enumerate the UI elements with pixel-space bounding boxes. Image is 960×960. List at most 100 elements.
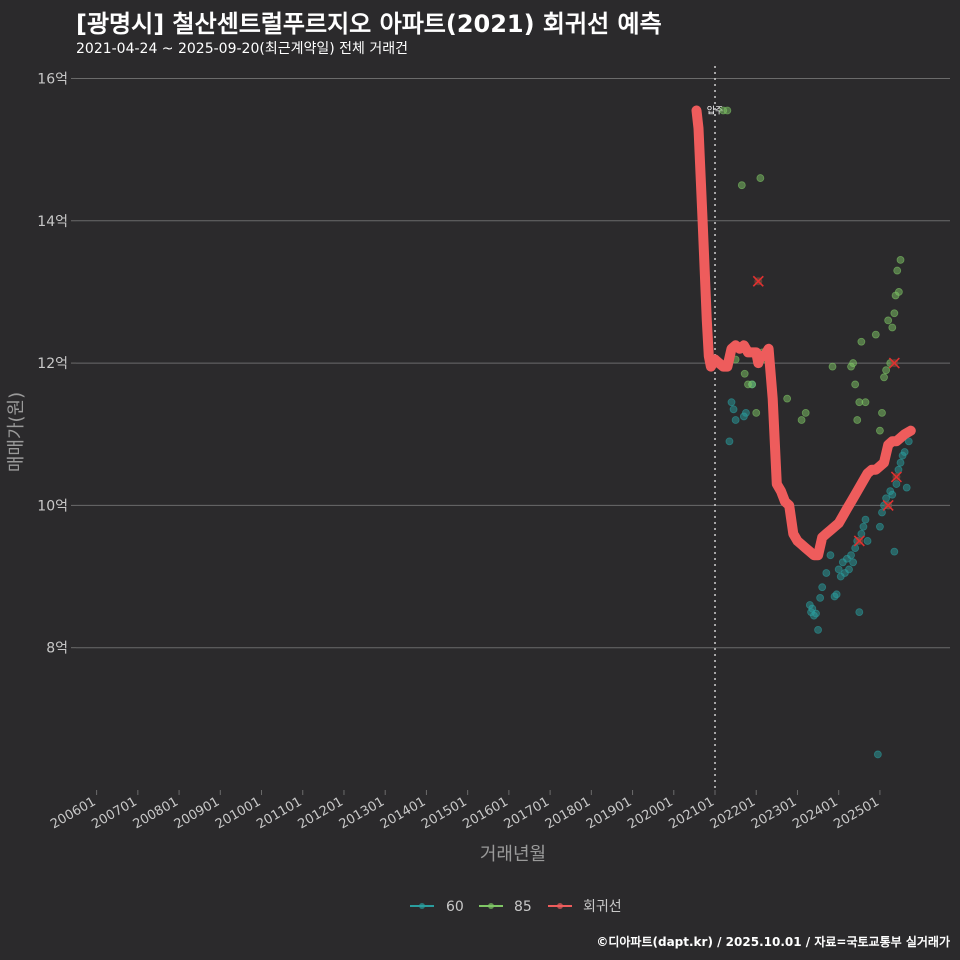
data-point bbox=[904, 437, 913, 446]
x-tick-label: 201701 bbox=[502, 794, 552, 832]
data-point bbox=[893, 266, 902, 275]
x-tick-label: 201501 bbox=[419, 794, 469, 832]
data-point bbox=[890, 547, 899, 556]
data-point bbox=[859, 522, 868, 531]
outlier-marker bbox=[890, 471, 902, 483]
x-tick-label: 201201 bbox=[295, 794, 345, 832]
data-point bbox=[890, 309, 899, 318]
data-point bbox=[748, 380, 757, 389]
y-tick-label: 8억 bbox=[46, 641, 68, 657]
x-tick-label: 200901 bbox=[172, 794, 222, 832]
x-axis-title: 거래년월 bbox=[480, 844, 546, 865]
data-point bbox=[894, 465, 903, 474]
data-point bbox=[845, 565, 853, 574]
data-point bbox=[849, 359, 858, 367]
chart-subtitle: 2021-04-24 ~ 2025-09-20(최근계약일) 전체 거래건 bbox=[76, 41, 408, 57]
x-tick-label: 200601 bbox=[48, 794, 98, 832]
data-point bbox=[888, 323, 897, 332]
data-point bbox=[729, 405, 738, 414]
data-point bbox=[896, 458, 905, 467]
outlier-cross bbox=[853, 535, 865, 547]
data-point bbox=[723, 106, 732, 115]
legend-key-dot bbox=[419, 903, 425, 909]
legend-item: 회귀선 bbox=[548, 899, 622, 915]
x-tick-label: 201301 bbox=[337, 794, 387, 832]
data-point bbox=[797, 416, 806, 424]
outlier-marker bbox=[882, 499, 894, 511]
regression-line bbox=[691, 105, 916, 561]
data-point bbox=[855, 608, 864, 617]
move-in-label: 입주 bbox=[707, 104, 724, 116]
move-in-marker: 입주 bbox=[707, 66, 724, 790]
outlier-cross bbox=[882, 499, 894, 511]
x-tick-label: 202501 bbox=[831, 794, 881, 832]
y-tick-label: 12억 bbox=[37, 356, 68, 372]
credit-line: ©디아파트(dapt.kr) / 2025.10.01 / 자료=국토교통부 실… bbox=[596, 935, 950, 949]
legend-key-dot bbox=[488, 903, 494, 909]
data-point bbox=[884, 316, 893, 325]
data-point bbox=[853, 416, 862, 424]
legend-key-dot bbox=[557, 903, 563, 909]
data-point bbox=[727, 398, 736, 407]
data-point bbox=[900, 448, 909, 456]
x-axis-ticks: 2006012007012008012009012010012011012012… bbox=[48, 790, 882, 832]
outlier-marker bbox=[888, 357, 900, 369]
x-tick-label: 201001 bbox=[213, 794, 263, 832]
data-point bbox=[812, 609, 820, 618]
y-axis-title: 매매가(원) bbox=[6, 392, 27, 472]
x-tick-label: 201101 bbox=[254, 794, 304, 832]
legend-label: 85 bbox=[514, 899, 532, 915]
outlier-cross bbox=[888, 357, 900, 369]
x-tick-label: 202401 bbox=[790, 794, 840, 832]
data-point bbox=[814, 626, 822, 634]
data-point bbox=[725, 437, 734, 446]
legend-item: 85 bbox=[479, 899, 532, 915]
data-point bbox=[783, 394, 792, 403]
data-point bbox=[822, 569, 831, 577]
data-point bbox=[801, 408, 810, 417]
y-tick-label: 16억 bbox=[37, 71, 68, 87]
data-point bbox=[888, 490, 897, 499]
legend: 60 85 회귀선 bbox=[410, 899, 622, 915]
data-point bbox=[873, 750, 882, 759]
chart-title: [광명시] 철산센트럴푸르지오 아파트(2021) 회귀선 예측 bbox=[76, 10, 662, 38]
outlier-markers bbox=[752, 275, 902, 547]
scatter-points bbox=[719, 106, 913, 759]
x-tick-label: 202201 bbox=[708, 794, 758, 832]
outlier-cross bbox=[890, 471, 902, 483]
data-point bbox=[896, 256, 905, 264]
data-point bbox=[876, 522, 884, 531]
x-tick-label: 201601 bbox=[460, 794, 510, 832]
data-point bbox=[752, 408, 761, 417]
y-tick-label: 14억 bbox=[37, 214, 68, 230]
x-tick-label: 200701 bbox=[89, 794, 139, 832]
data-point bbox=[847, 551, 855, 560]
x-tick-label: 202001 bbox=[625, 794, 675, 832]
data-point bbox=[894, 288, 903, 296]
data-point bbox=[816, 593, 825, 602]
data-point bbox=[828, 362, 837, 371]
y-axis-ticks: 8억 10억 12억 14억 16억 bbox=[37, 71, 76, 657]
data-point bbox=[863, 537, 872, 545]
x-tick-label: 202101 bbox=[667, 794, 717, 832]
data-point bbox=[871, 330, 880, 339]
data-point bbox=[756, 174, 765, 182]
data-point bbox=[834, 565, 843, 574]
data-point bbox=[737, 181, 746, 190]
regression-line-path bbox=[691, 105, 916, 561]
data-point bbox=[880, 373, 888, 382]
data-point bbox=[851, 380, 860, 389]
x-tick-label: 201901 bbox=[584, 794, 634, 832]
x-tick-label: 200801 bbox=[131, 794, 181, 832]
data-point bbox=[857, 337, 866, 346]
data-point bbox=[742, 408, 750, 417]
legend-item: 60 bbox=[410, 899, 464, 915]
data-point bbox=[882, 494, 890, 503]
data-point bbox=[861, 398, 870, 407]
outlier-cross bbox=[752, 275, 764, 287]
x-tick-label: 202301 bbox=[749, 794, 799, 832]
data-point bbox=[861, 515, 870, 524]
x-tick-label: 201401 bbox=[378, 794, 428, 832]
data-point bbox=[902, 483, 911, 492]
